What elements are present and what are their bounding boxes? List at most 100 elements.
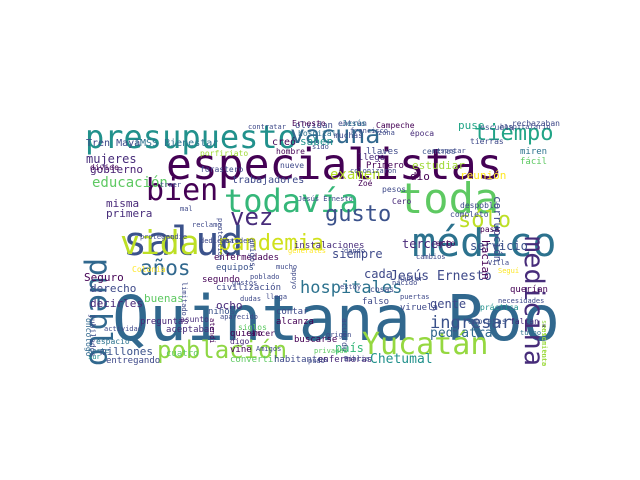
word-cloud-word: francisco [350, 127, 388, 135]
word-cloud-word: respetar [432, 147, 466, 155]
word-cloud-word: alcanza [276, 317, 314, 327]
word-cloud-word: miren [520, 147, 548, 157]
word-cloud-word: convertir [230, 355, 279, 365]
word-cloud-word: origen [326, 331, 352, 339]
word-cloud-word: segundo [202, 275, 240, 285]
word-cloud-word: siempre [332, 247, 383, 261]
word-cloud-word: Tren Maya [86, 138, 141, 149]
word-cloud-word: pudo [308, 357, 325, 365]
word-cloud-word: especialistas [166, 140, 503, 190]
word-cloud-word: traer [160, 181, 182, 189]
word-cloud-word: tercero [402, 237, 453, 251]
word-cloud-word: salud [123, 219, 244, 265]
word-cloud-word: atendí [208, 318, 216, 344]
word-cloud-word: hombre [276, 147, 305, 156]
word-cloud-word: trabajadores [232, 175, 305, 186]
word-cloud-word: niños [208, 307, 236, 317]
word-cloud-word: misma [106, 197, 140, 210]
word-cloud-word: examen [330, 167, 381, 183]
word-cloud-word: enfermeras [318, 355, 373, 365]
word-cloud-word: Cero [392, 197, 412, 206]
word-cloud-word: enfermedades [214, 253, 280, 263]
word-cloud-word: aparecido [220, 313, 258, 321]
word-cloud-word: instalaciones [294, 241, 365, 251]
word-cloud-word: habitantes [274, 355, 329, 365]
word-cloud-word: Zoé [358, 179, 373, 188]
word-cloud-word: turno [520, 329, 542, 337]
word-cloud-word: mujeres [86, 152, 137, 166]
word-cloud-word: vine [230, 345, 252, 355]
word-cloud-word: despobló [460, 201, 499, 210]
word-cloud-word: contar [276, 307, 309, 317]
word-cloud-word: buscarse [294, 335, 338, 345]
word-cloud-word: equipos [216, 263, 254, 273]
word-cloud-word: olvidan [295, 121, 333, 131]
word-cloud-word: oncólogo [84, 318, 93, 357]
word-cloud-word: norte [88, 347, 110, 355]
word-cloud-word: dudas [240, 295, 262, 303]
word-cloud-word: acto [436, 239, 456, 248]
word-cloud-word: toda [398, 174, 500, 223]
word-cloud-word: nueve [280, 161, 305, 170]
word-cloud-word: generales [288, 247, 326, 255]
word-cloud-word: gustos [232, 279, 258, 287]
word-cloud-word: nacido [392, 279, 418, 287]
word-cloud-word: hospitales [300, 278, 403, 298]
word-cloud-word: pasa [480, 225, 500, 234]
word-cloud-word: ustedes [222, 237, 252, 245]
word-cloud-word: entregando [106, 356, 161, 366]
word-cloud-word: bien [146, 173, 219, 208]
word-cloud-word: forastero [200, 165, 244, 174]
word-cloud-word: servicio [470, 239, 528, 253]
word-cloud-word: población [157, 336, 288, 364]
word-cloud-word: hospitalario [500, 123, 551, 131]
word-cloud-word: millones [100, 345, 153, 358]
word-cloud-word: empresas [468, 317, 507, 326]
word-cloud-word: Seguí [498, 267, 520, 275]
word-cloud-word: falso [362, 297, 390, 307]
word-cloud-word: poblado [250, 273, 280, 281]
word-cloud-word: digo [230, 337, 250, 346]
word-cloud-word: contratar [248, 123, 286, 131]
word-cloud-word: dedicaba [200, 237, 234, 245]
word-cloud-word: años [140, 256, 191, 280]
word-cloud-word: mal [180, 205, 193, 213]
word-cloud-word: necesidades [498, 297, 545, 305]
word-cloud-word: civilización [216, 283, 282, 293]
word-cloud-word: Jesús [342, 119, 367, 128]
word-cloud-word: educación [92, 175, 168, 191]
word-cloud-word: Campeche [376, 121, 415, 130]
word-cloud-word: sur [88, 353, 101, 361]
word-cloud-word: quiero [230, 329, 263, 339]
word-cloud-word: siglos [238, 323, 267, 332]
word-cloud-word: Villa [488, 259, 510, 267]
word-cloud-word: cada [364, 267, 393, 281]
word-cloud-word: cosas [370, 285, 395, 294]
word-cloud-word: nadie [166, 233, 188, 241]
word-cloud-word: sólo [458, 208, 511, 233]
word-cloud-word: dando [344, 247, 366, 255]
word-cloud-word: colonizaron [350, 167, 397, 175]
word-cloud-word: Yucatán [362, 327, 489, 362]
word-cloud-word: Biblia [344, 355, 370, 363]
word-cloud-word: todavía [224, 182, 359, 220]
word-cloud-word: Amigos [256, 345, 282, 353]
word-cloud-word: cambios [416, 253, 446, 261]
word-cloud-word: ingresar [430, 313, 512, 333]
word-cloud-word: saben [300, 135, 334, 148]
word-cloud-word: aceptaban [166, 325, 215, 335]
word-cloud-word: querían [510, 285, 548, 295]
word-cloud-word: cuatro [166, 349, 199, 359]
word-cloud-word: escuela [480, 123, 514, 132]
word-cloud-word: hospital [298, 129, 337, 138]
word-cloud-word: Seguro [84, 271, 124, 284]
word-cloud-word: país [335, 341, 364, 355]
word-cloud-word: tierras [470, 137, 504, 146]
word-cloud-word: ocho [216, 299, 243, 312]
word-cloud-word: práctica [480, 303, 519, 312]
word-cloud-word: gusto [325, 202, 392, 227]
word-cloud-word: privadas [314, 347, 348, 355]
word-cloud-word: Primero [366, 161, 404, 171]
word-cloud-word: vacuna [290, 120, 381, 149]
